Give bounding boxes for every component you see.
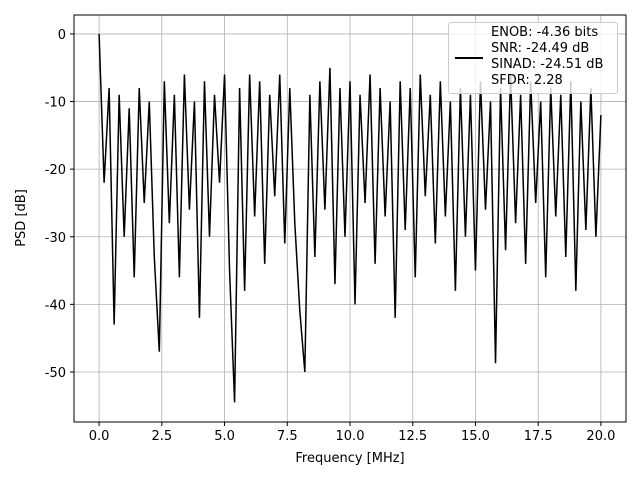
x-tick-label: 7.5 [277,429,298,444]
x-tick-label: 10.0 [336,429,365,444]
y-tick-label: -10 [45,96,66,111]
y-tick-label: -30 [45,231,66,246]
x-tick-label: 5.0 [214,429,235,444]
x-tick-label: 2.5 [151,429,172,444]
legend-text: ENOB: -4.36 bits SNR: -24.49 dB SINAD: -… [491,25,604,88]
legend-line [455,57,483,59]
y-axis-label: PSD [dB] [14,189,29,247]
x-tick-label: 20.0 [586,429,615,444]
y-tick-label: 0 [58,28,66,43]
plot-frame [73,14,627,423]
x-axis-label: Frequency [MHz] [295,451,404,466]
x-tick-label: 15.0 [461,429,490,444]
data-line [98,33,602,403]
x-tick-label: 12.5 [398,429,427,444]
y-tick-label: -20 [45,163,66,178]
x-tick-label: 17.5 [524,429,553,444]
legend: ENOB: -4.36 bits SNR: -24.49 dB SINAD: -… [448,22,618,94]
x-tick-label: 0.0 [89,429,110,444]
y-tick-label: -40 [45,298,66,313]
y-tick-label: -50 [45,366,66,381]
